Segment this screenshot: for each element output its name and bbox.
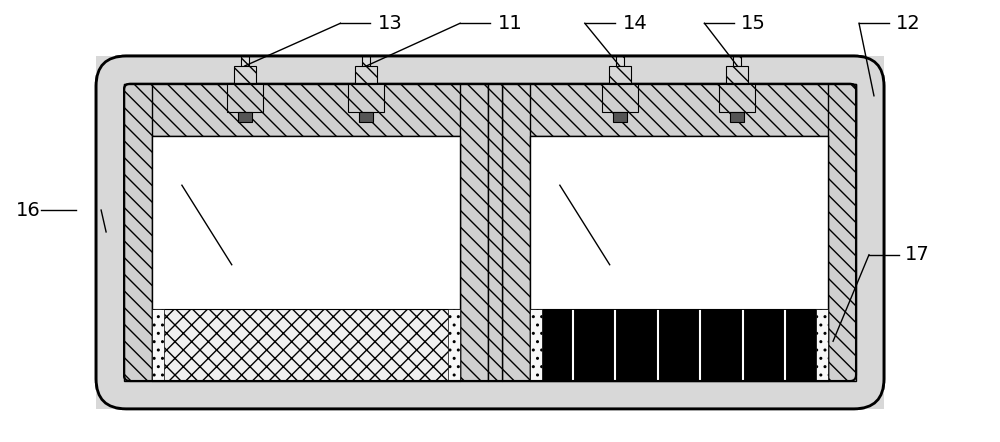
Bar xyxy=(733,56,741,66)
Bar xyxy=(609,66,631,84)
Text: 12: 12 xyxy=(896,14,921,33)
Bar xyxy=(856,56,884,409)
Bar xyxy=(719,84,755,112)
Bar xyxy=(124,84,152,381)
FancyBboxPatch shape xyxy=(124,84,856,381)
Text: 11: 11 xyxy=(498,14,523,33)
Bar xyxy=(348,84,384,112)
Text: 17: 17 xyxy=(905,245,930,264)
Bar xyxy=(828,84,856,381)
Bar xyxy=(152,309,460,381)
Bar xyxy=(448,309,460,381)
Text: 14: 14 xyxy=(623,14,647,33)
Bar xyxy=(613,112,627,122)
Bar xyxy=(726,66,748,84)
Bar xyxy=(152,136,460,381)
Bar xyxy=(96,56,884,84)
Bar xyxy=(152,309,164,381)
Bar xyxy=(602,84,638,112)
Bar xyxy=(502,84,856,136)
Text: 15: 15 xyxy=(741,14,766,33)
Bar xyxy=(96,381,884,409)
Bar xyxy=(234,66,256,84)
Bar xyxy=(96,56,124,409)
Text: 13: 13 xyxy=(378,14,403,33)
Bar xyxy=(241,56,249,66)
Bar xyxy=(362,56,370,66)
Bar xyxy=(730,112,744,122)
FancyBboxPatch shape xyxy=(96,56,884,409)
Bar xyxy=(124,84,488,136)
Bar xyxy=(502,84,530,381)
Bar xyxy=(530,136,828,381)
Bar xyxy=(616,56,624,66)
Bar xyxy=(530,309,542,381)
Bar xyxy=(359,112,373,122)
Bar xyxy=(816,309,828,381)
Bar xyxy=(488,84,502,381)
Text: 16: 16 xyxy=(16,201,41,220)
Bar xyxy=(238,112,252,122)
Bar xyxy=(355,66,377,84)
Bar xyxy=(460,84,488,381)
Bar xyxy=(227,84,263,112)
Bar xyxy=(530,309,828,381)
